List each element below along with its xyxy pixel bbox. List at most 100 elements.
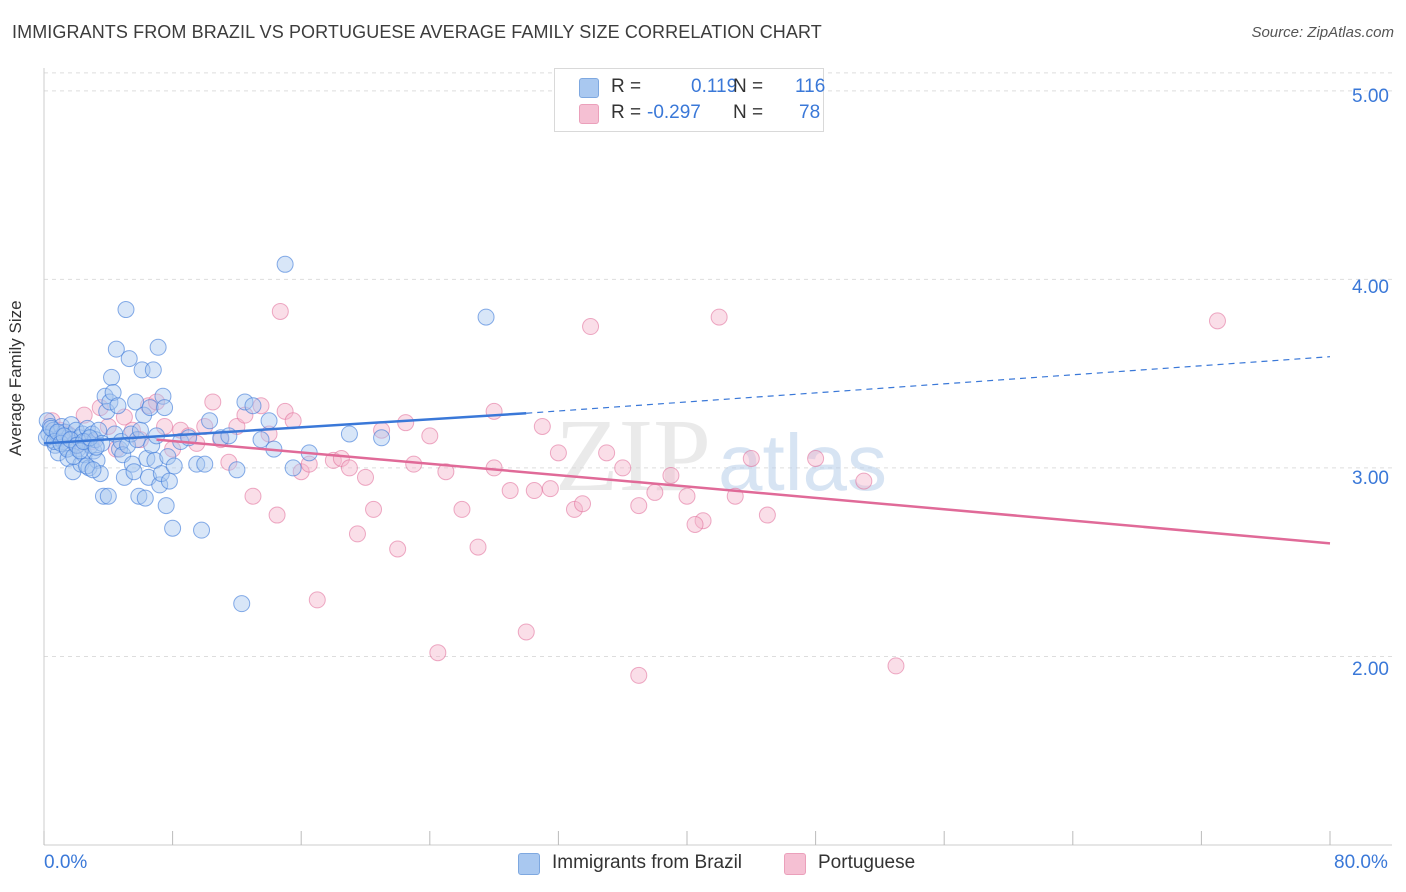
point-immigrants-from-brazil	[159, 448, 177, 466]
legend-swatch-blue	[518, 853, 540, 875]
legend-swatch-pink	[784, 853, 806, 875]
point-portuguese	[469, 538, 487, 556]
point-immigrants-from-brazil	[196, 455, 214, 473]
point-immigrants-from-brazil	[117, 301, 135, 319]
y-tick-label: 3.00	[1352, 468, 1389, 489]
watermark-zip: ZIP	[555, 398, 711, 513]
point-immigrants-from-brazil	[84, 461, 102, 479]
point-portuguese	[517, 623, 535, 641]
point-immigrants-from-brazil	[141, 399, 159, 417]
point-immigrants-from-brazil	[136, 489, 154, 507]
point-portuguese	[694, 512, 712, 530]
point-immigrants-from-brazil	[37, 429, 55, 447]
point-portuguese	[268, 506, 286, 524]
point-immigrants-from-brazil	[144, 361, 162, 379]
point-immigrants-from-brazil	[373, 429, 391, 447]
point-portuguese	[421, 427, 439, 445]
point-portuguese	[686, 515, 704, 533]
point-immigrants-from-brazil	[477, 308, 495, 326]
grid-lines	[44, 72, 1392, 657]
point-immigrants-from-brazil	[244, 397, 262, 415]
point-immigrants-from-brazil	[193, 521, 211, 539]
y-tick-label: 4.00	[1352, 277, 1389, 298]
point-immigrants-from-brazil	[128, 431, 146, 449]
point-portuguese	[855, 472, 873, 490]
point-portuguese	[271, 302, 289, 320]
point-portuguese	[75, 406, 93, 424]
point-portuguese	[533, 417, 551, 435]
point-immigrants-from-brazil	[94, 487, 112, 505]
y-tick-label: 5.00	[1352, 86, 1389, 107]
point-portuguese	[630, 497, 648, 515]
legend-swatch-pink	[579, 104, 599, 124]
point-immigrants-from-brazil	[236, 393, 254, 411]
point-immigrants-from-brazil	[62, 431, 80, 449]
point-immigrants-from-brazil	[96, 387, 114, 405]
point-immigrants-from-brazil	[107, 340, 125, 358]
point-immigrants-from-brazil	[276, 255, 294, 273]
point-portuguese	[678, 487, 696, 505]
point-portuguese	[365, 500, 383, 518]
legend-n-label: N =	[733, 76, 764, 97]
point-immigrants-from-brazil	[130, 487, 148, 505]
point-immigrants-from-brazil	[228, 461, 246, 479]
point-portuguese	[758, 506, 776, 524]
point-immigrants-from-brazil	[99, 487, 117, 505]
source-label: Source: ZipAtlas.com	[1251, 24, 1394, 41]
point-portuguese	[357, 468, 374, 486]
point-portuguese	[204, 393, 222, 411]
point-immigrants-from-brazil	[201, 412, 219, 430]
legend-n-value: 78	[799, 102, 821, 123]
point-immigrants-from-brazil	[160, 472, 178, 490]
point-portuguese	[397, 414, 415, 432]
trend-line-pink	[156, 438, 1331, 545]
point-immigrants-from-brazil	[260, 412, 278, 430]
point-immigrants-from-brazil	[103, 368, 121, 386]
point-portuguese	[525, 482, 543, 500]
legend-r-label: R =	[611, 102, 642, 123]
legend-r-label: R =	[611, 76, 642, 97]
point-portuguese	[485, 402, 503, 420]
point-portuguese	[710, 308, 728, 326]
legend-r-value: 0.119	[691, 76, 738, 97]
stats-legend: R = 0.119 N = 116 R = -0.297 N = 78	[554, 68, 826, 132]
point-immigrants-from-brazil	[38, 412, 56, 430]
point-portuguese	[614, 459, 632, 477]
point-portuguese	[348, 525, 366, 543]
point-portuguese	[389, 540, 407, 558]
point-immigrants-from-brazil	[284, 459, 302, 477]
point-portuguese	[807, 450, 825, 467]
trend-line-blue-extension	[526, 356, 1331, 414]
point-portuguese	[541, 480, 559, 498]
point-immigrants-from-brazil	[127, 393, 145, 411]
series-portuguese	[43, 302, 1226, 684]
point-immigrants-from-brazil	[165, 457, 183, 475]
point-portuguese	[429, 644, 447, 662]
x-tick-label-max: 80.0%	[1334, 852, 1388, 873]
series-immigrants-from-brazil	[37, 255, 495, 613]
point-portuguese	[598, 444, 616, 462]
point-portuguese	[437, 463, 455, 481]
legend-n-value: 116	[795, 76, 826, 97]
point-immigrants-from-brazil	[88, 451, 106, 469]
point-immigrants-from-brazil	[125, 463, 143, 481]
point-portuguese	[662, 466, 680, 484]
y-tick-label: 2.00	[1352, 659, 1389, 680]
axes	[43, 68, 1392, 846]
legend-swatch-blue	[579, 78, 599, 98]
y-axis-label: Average Family Size	[6, 300, 25, 456]
point-portuguese	[742, 450, 760, 467]
legend-label-pink: Portuguese	[818, 852, 916, 873]
point-portuguese	[308, 591, 326, 609]
x-tick-label-min: 0.0%	[44, 852, 88, 873]
point-immigrants-from-brazil	[101, 393, 119, 411]
point-immigrants-from-brazil	[164, 519, 182, 537]
point-immigrants-from-brazil	[98, 402, 116, 420]
point-portuguese	[340, 459, 358, 477]
legend-r-value: -0.297	[647, 102, 701, 123]
point-immigrants-from-brazil	[340, 425, 358, 443]
point-immigrants-from-brazil	[104, 384, 122, 402]
point-immigrants-from-brazil	[109, 397, 127, 415]
point-portuguese	[1208, 312, 1226, 330]
